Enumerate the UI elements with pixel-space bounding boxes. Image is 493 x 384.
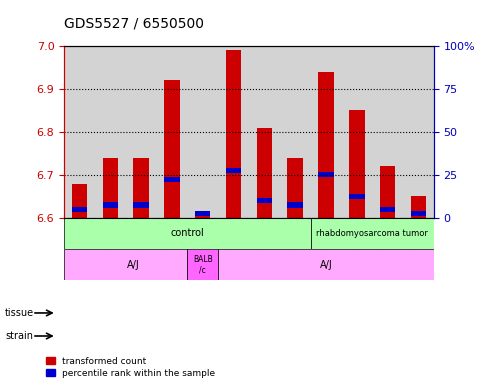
Bar (64, 249, 187, 280)
Bar (380, 207, 395, 212)
Bar (287, 158, 303, 218)
Bar (226, 50, 241, 218)
Text: control: control (171, 228, 204, 238)
Bar (257, 198, 272, 203)
Bar (226, 168, 241, 173)
Bar (311, 218, 434, 249)
Bar (218, 249, 434, 280)
Bar (318, 72, 334, 218)
Text: A/J: A/J (319, 260, 332, 270)
Bar (287, 202, 303, 207)
Bar (103, 202, 118, 207)
Bar (187, 249, 218, 280)
Bar (380, 166, 395, 218)
Bar (103, 158, 118, 218)
Legend: transformed count, percentile rank within the sample: transformed count, percentile rank withi… (44, 355, 217, 379)
Bar (195, 211, 211, 216)
Bar (257, 127, 272, 218)
Text: GDS5527 / 6550500: GDS5527 / 6550500 (64, 17, 204, 31)
Bar (64, 218, 311, 249)
Text: rhabdomyosarcoma tumor: rhabdomyosarcoma tumor (317, 229, 428, 238)
Bar (318, 172, 334, 177)
Text: A/J: A/J (127, 260, 140, 270)
Bar (195, 214, 211, 218)
Bar (411, 196, 426, 218)
Bar (72, 207, 87, 212)
Bar (349, 111, 364, 218)
Bar (411, 211, 426, 216)
Bar (164, 177, 179, 182)
Text: tissue: tissue (5, 308, 34, 318)
Text: BALB
/c: BALB /c (193, 255, 212, 275)
Bar (134, 158, 149, 218)
Text: strain: strain (5, 331, 33, 341)
Bar (72, 184, 87, 218)
Bar (164, 80, 179, 218)
Bar (349, 194, 364, 199)
Bar (134, 202, 149, 207)
